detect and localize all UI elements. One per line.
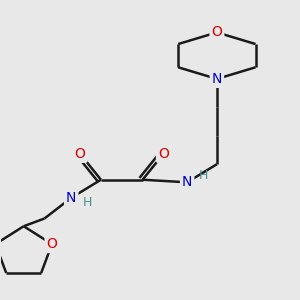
Text: O: O	[75, 147, 86, 161]
Text: O: O	[46, 237, 57, 251]
Text: H: H	[83, 196, 92, 209]
Text: N: N	[66, 191, 76, 205]
Text: N: N	[182, 175, 192, 189]
Text: N: N	[212, 72, 222, 86]
Text: O: O	[158, 147, 169, 161]
Text: H: H	[199, 169, 208, 182]
Text: O: O	[212, 26, 222, 39]
